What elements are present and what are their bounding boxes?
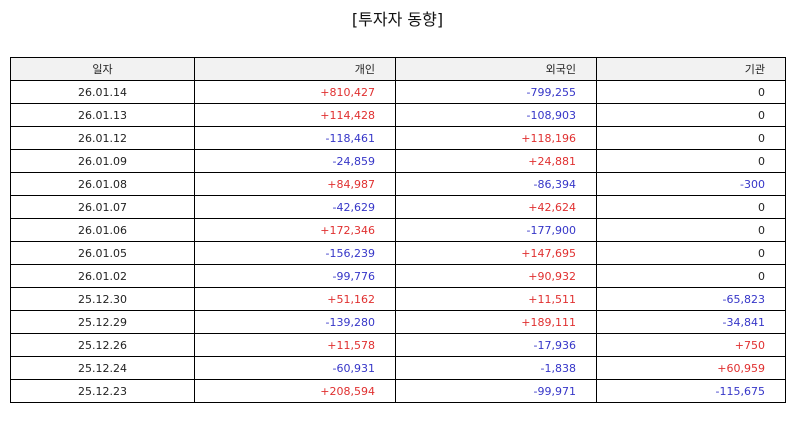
- individual-cell: +114,428: [194, 103, 396, 127]
- individual-cell: +810,427: [194, 80, 396, 104]
- individual-cell: -24,859: [194, 149, 396, 173]
- individual-cell: -99,776: [194, 264, 396, 288]
- table-row: 26.01.14 +810,427 -799,255 0: [10, 80, 786, 104]
- foreign-cell: +11,511: [395, 287, 597, 311]
- foreign-cell: +189,111: [395, 310, 597, 334]
- foreign-cell: -99,971: [395, 379, 597, 403]
- table-header-row: 일자 개인 외국인 기관: [10, 57, 786, 81]
- table-row: 26.01.08 +84,987 -86,394 -300: [10, 172, 786, 196]
- page-title: [투자자 동향]: [351, 10, 444, 29]
- foreign-cell: -17,936: [395, 333, 597, 357]
- table-row: 26.01.09 -24,859 +24,881 0: [10, 149, 786, 173]
- date-cell: 26.01.06: [10, 218, 195, 242]
- institution-cell: 0: [596, 195, 786, 219]
- institution-cell: 0: [596, 126, 786, 150]
- date-cell: 26.01.12: [10, 126, 195, 150]
- institution-cell: 0: [596, 241, 786, 265]
- date-cell: 26.01.07: [10, 195, 195, 219]
- date-cell: 25.12.29: [10, 310, 195, 334]
- table-row: 25.12.30 +51,162 +11,511 -65,823: [10, 287, 786, 311]
- table-row: 26.01.13 +114,428 -108,903 0: [10, 103, 786, 127]
- individual-cell: +11,578: [194, 333, 396, 357]
- individual-cell: +84,987: [194, 172, 396, 196]
- individual-cell: -42,629: [194, 195, 396, 219]
- institution-cell: 0: [596, 264, 786, 288]
- date-cell: 26.01.05: [10, 241, 195, 265]
- table-row: 25.12.24 -60,931 -1,838 +60,959: [10, 356, 786, 380]
- table-row: 26.01.12 -118,461 +118,196 0: [10, 126, 786, 150]
- foreign-cell: -86,394: [395, 172, 597, 196]
- column-header-date: 일자: [10, 57, 195, 81]
- date-cell: 26.01.02: [10, 264, 195, 288]
- individual-cell: -60,931: [194, 356, 396, 380]
- table-row: 25.12.23 +208,594 -99,971 -115,675: [10, 379, 786, 403]
- investor-trend-table: 일자 개인 외국인 기관 26.01.14 +810,427 -799,255 0 26…: [10, 57, 786, 403]
- institution-cell: +750: [596, 333, 786, 357]
- foreign-cell: -799,255: [395, 80, 597, 104]
- column-header-individual: 개인: [194, 57, 396, 81]
- institution-cell: 0: [596, 218, 786, 242]
- institution-cell: 0: [596, 103, 786, 127]
- individual-cell: +51,162: [194, 287, 396, 311]
- date-cell: 26.01.09: [10, 149, 195, 173]
- table-body: 26.01.14 +810,427 -799,255 0 26.01.13 +114,42…: [10, 80, 786, 403]
- date-cell: 26.01.14: [10, 80, 195, 104]
- table-row: 26.01.05 -156,239 +147,695 0: [10, 241, 786, 265]
- foreign-cell: +147,695: [395, 241, 597, 265]
- individual-cell: +172,346: [194, 218, 396, 242]
- institution-cell: -65,823: [596, 287, 786, 311]
- foreign-cell: -1,838: [395, 356, 597, 380]
- table-row: 26.01.07 -42,629 +42,624 0: [10, 195, 786, 219]
- institution-cell: -115,675: [596, 379, 786, 403]
- individual-cell: -139,280: [194, 310, 396, 334]
- table-row: 25.12.29 -139,280 +189,111 -34,841: [10, 310, 786, 334]
- institution-cell: 0: [596, 149, 786, 173]
- date-cell: 25.12.30: [10, 287, 195, 311]
- date-cell: 26.01.08: [10, 172, 195, 196]
- foreign-cell: +90,932: [395, 264, 597, 288]
- column-header-foreign: 외국인: [395, 57, 597, 81]
- date-cell: 25.12.23: [10, 379, 195, 403]
- institution-cell: -300: [596, 172, 786, 196]
- individual-cell: -156,239: [194, 241, 396, 265]
- institution-cell: +60,959: [596, 356, 786, 380]
- foreign-cell: +24,881: [395, 149, 597, 173]
- date-cell: 25.12.24: [10, 356, 195, 380]
- individual-cell: +208,594: [194, 379, 396, 403]
- table-row: 26.01.06 +172,346 -177,900 0: [10, 218, 786, 242]
- date-cell: 26.01.13: [10, 103, 195, 127]
- date-cell: 25.12.26: [10, 333, 195, 357]
- institution-cell: 0: [596, 80, 786, 104]
- foreign-cell: -177,900: [395, 218, 597, 242]
- column-header-institution: 기관: [596, 57, 786, 81]
- foreign-cell: -108,903: [395, 103, 597, 127]
- foreign-cell: +118,196: [395, 126, 597, 150]
- table-row: 25.12.26 +11,578 -17,936 +750: [10, 333, 786, 357]
- foreign-cell: +42,624: [395, 195, 597, 219]
- institution-cell: -34,841: [596, 310, 786, 334]
- table-row: 26.01.02 -99,776 +90,932 0: [10, 264, 786, 288]
- individual-cell: -118,461: [194, 126, 396, 150]
